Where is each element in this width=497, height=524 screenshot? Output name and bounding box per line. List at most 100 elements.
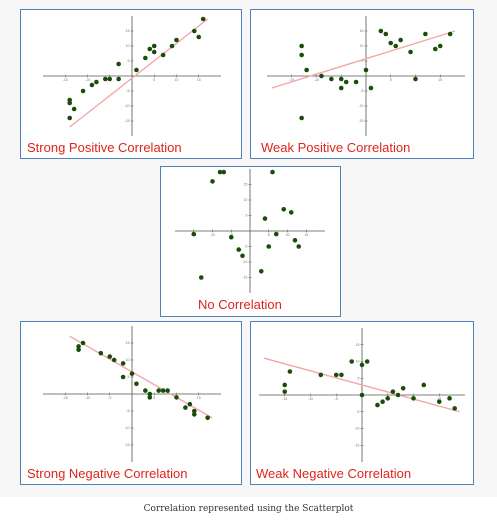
data-point <box>192 408 197 414</box>
data-point <box>192 412 197 417</box>
y-tick-label: 15 <box>360 29 364 33</box>
data-point <box>196 34 202 40</box>
data-point <box>363 67 369 73</box>
data-point <box>413 76 418 82</box>
data-point <box>339 372 344 378</box>
data-point <box>343 79 349 85</box>
data-point <box>318 372 324 378</box>
x-tick-label: 10 <box>175 78 179 82</box>
data-point <box>281 207 287 212</box>
data-point <box>423 31 428 37</box>
y-tick-label: -5 <box>360 89 363 93</box>
data-point <box>217 169 223 175</box>
data-point <box>375 402 380 408</box>
data-point <box>447 396 452 401</box>
data-point <box>240 253 245 259</box>
data-point <box>364 359 370 364</box>
x-tick-label: -15 <box>63 78 68 82</box>
y-tick-label: -15 <box>354 443 359 447</box>
y-tick-label: -5 <box>356 410 359 414</box>
y-tick-label: 10 <box>356 360 360 364</box>
data-point <box>183 405 188 410</box>
data-point <box>288 210 294 215</box>
data-point <box>191 231 197 237</box>
data-point <box>262 216 268 221</box>
x-tick-label: 15 <box>197 78 201 82</box>
y-tick-label: -15 <box>124 443 129 447</box>
x-tick-label: -15 <box>63 396 68 400</box>
x-tick-label: 5 <box>390 78 392 82</box>
data-point <box>433 46 438 52</box>
data-point <box>198 275 204 280</box>
data-point <box>421 382 427 388</box>
x-tick-label: -15 <box>282 397 287 401</box>
data-point <box>338 76 344 82</box>
data-point <box>80 340 86 346</box>
data-point <box>143 388 148 393</box>
data-point <box>210 179 215 184</box>
y-tick-label: -15 <box>242 276 247 280</box>
data-point <box>400 386 406 391</box>
x-tick-label: -15 <box>289 78 294 82</box>
y-tick-label: -15 <box>358 119 363 123</box>
data-point <box>80 88 86 94</box>
data-point <box>319 73 324 79</box>
data-point <box>160 388 166 393</box>
data-point <box>67 100 72 106</box>
chart-title: Weak Negative Correlation <box>256 466 412 481</box>
x-tick-label: -10 <box>314 78 319 82</box>
data-point <box>67 115 72 121</box>
data-point <box>134 67 139 73</box>
y-tick-label: 5 <box>128 375 130 379</box>
chart-title: Weak Positive Correlation <box>261 140 411 155</box>
data-point <box>98 350 104 356</box>
x-tick-label: 10 <box>286 233 290 237</box>
data-point <box>200 16 206 22</box>
data-point <box>129 371 135 376</box>
data-point <box>452 406 457 411</box>
data-point <box>151 43 157 49</box>
data-point <box>349 359 354 364</box>
data-point <box>103 76 108 82</box>
data-point <box>143 55 148 61</box>
chart-title: No Correlation <box>198 297 282 312</box>
x-tick-label: 5 <box>153 78 155 82</box>
data-point <box>436 399 442 404</box>
x-tick-label: -10 <box>85 78 90 82</box>
y-tick-label: 10 <box>244 198 248 202</box>
trend-line <box>271 30 456 89</box>
x-tick-label: -10 <box>85 396 90 400</box>
y-tick-label: 15 <box>356 343 360 347</box>
y-tick-label: -10 <box>358 104 363 108</box>
data-point <box>282 382 288 388</box>
data-point <box>329 76 334 82</box>
data-point <box>71 106 77 112</box>
x-tick-label: 15 <box>304 233 308 237</box>
data-point <box>395 392 401 398</box>
y-tick-label: -10 <box>354 427 359 431</box>
x-tick-label: 15 <box>438 78 442 82</box>
y-tick-label: 5 <box>362 59 364 63</box>
data-point <box>383 31 389 37</box>
data-point <box>107 354 113 359</box>
data-point <box>258 269 264 274</box>
data-point <box>333 372 339 378</box>
y-tick-label: 10 <box>126 44 130 48</box>
data-point <box>147 395 153 400</box>
data-point <box>174 37 179 43</box>
y-tick-label: -10 <box>242 260 247 264</box>
data-point <box>116 61 121 67</box>
data-point <box>398 37 403 43</box>
data-point <box>287 369 293 374</box>
data-point <box>107 76 113 82</box>
data-point <box>273 231 279 237</box>
data-point <box>236 247 242 252</box>
